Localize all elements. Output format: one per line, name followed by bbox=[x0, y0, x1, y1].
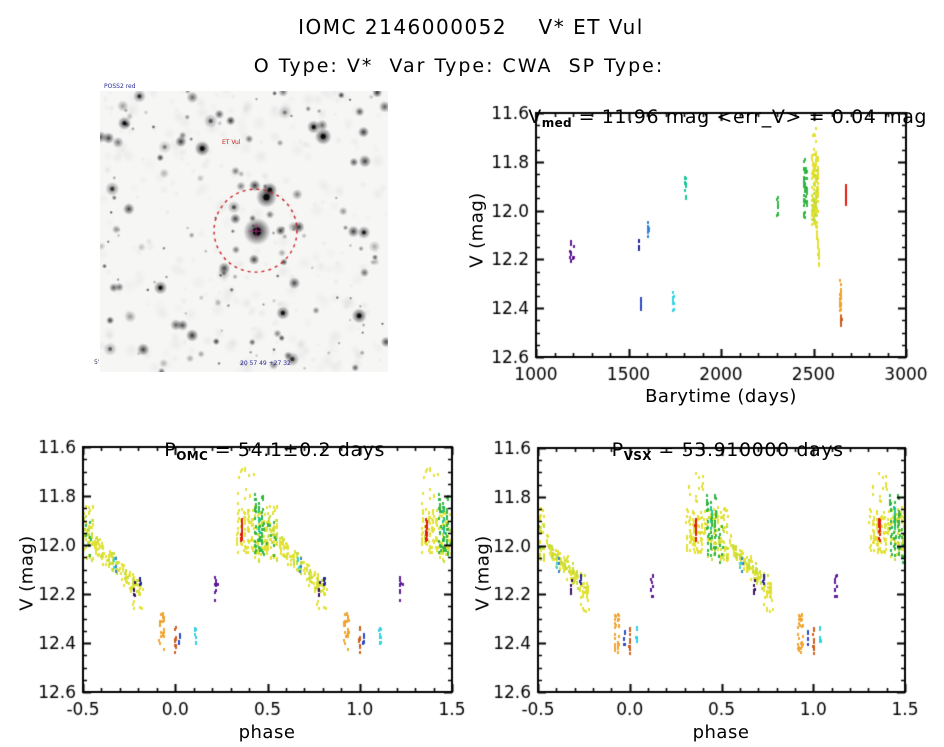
vsx-xaxis-label: phase bbox=[692, 722, 750, 743]
vsx-phase-plot bbox=[472, 432, 930, 724]
omc-xaxis-label: phase bbox=[238, 722, 296, 743]
figure-subtitle: O Type: V* Var Type: CWA SP Type: bbox=[253, 55, 665, 77]
finder-target-label: ET Vul bbox=[222, 139, 241, 146]
figure-title: IOMC 2146000052 V* ET Vul bbox=[298, 15, 644, 39]
omc-yaxis-label: V (mag) bbox=[16, 535, 38, 611]
finder-scale-label: 5' bbox=[94, 359, 100, 366]
finder-chart-image bbox=[100, 91, 388, 372]
lightcurve-yaxis-label: V (mag) bbox=[466, 192, 488, 268]
finder-coords-label: 20 57 49 +27 32 bbox=[240, 360, 291, 367]
omc-phase-plot bbox=[20, 432, 470, 724]
finder-survey-label: POSS2 red bbox=[104, 83, 136, 90]
lightcurve-xaxis-label: Barytime (days) bbox=[645, 386, 797, 407]
lightcurve-plot bbox=[460, 100, 944, 392]
vsx-yaxis-label: V (mag) bbox=[472, 535, 494, 611]
finder-chart: POSS2 red ET Vul 5' 20 57 49 +27 32 bbox=[94, 83, 388, 372]
